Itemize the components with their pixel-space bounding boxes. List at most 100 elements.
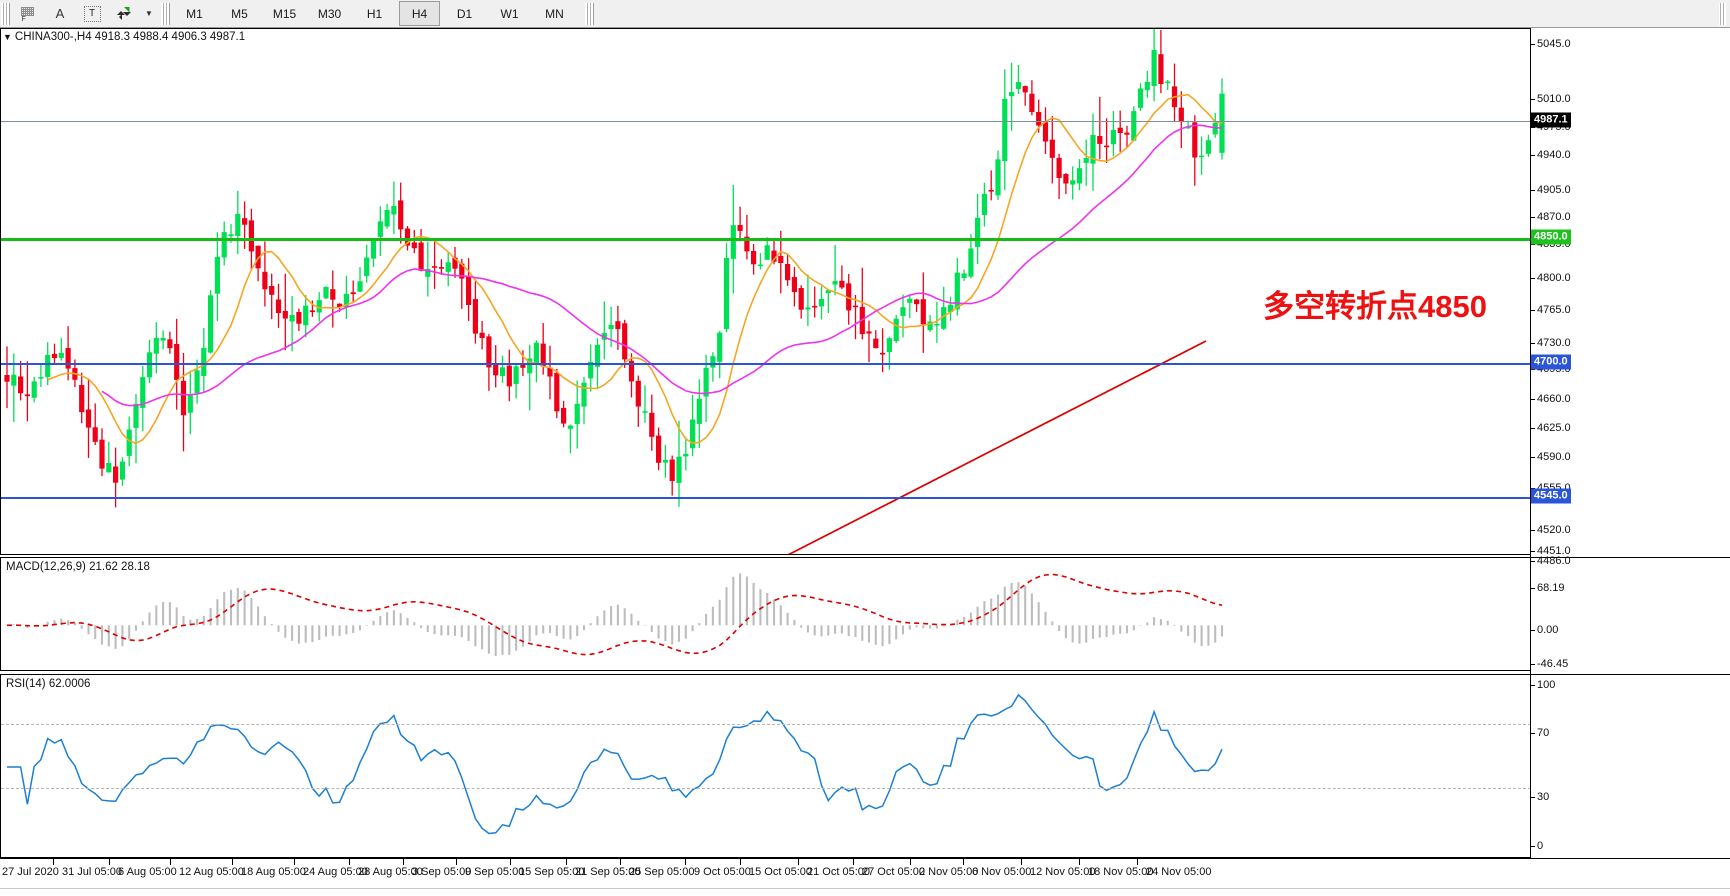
time-axis-tick: 31 Jul 05:00: [53, 858, 122, 878]
timeframe-m1[interactable]: M1: [186, 6, 203, 21]
toolbar-grip-3[interactable]: [585, 2, 594, 25]
last-price-line: [1, 121, 1530, 122]
objects-arrows-icon-glyph: [116, 6, 133, 21]
price-tick: 4765.0: [1531, 304, 1571, 316]
timeframe-d1[interactable]: D1: [456, 6, 473, 21]
time-axis-tick-label: 21 Oct 05:00: [807, 866, 870, 878]
timeframe-m30[interactable]: M30: [317, 6, 342, 21]
last-price-badge: 4987.1: [1531, 112, 1571, 128]
rsi-svg: [7, 693, 1223, 835]
time-axis-tick-mark: [685, 858, 686, 865]
time-axis-tick: 6 Aug 05:00: [109, 858, 177, 878]
symbol-header[interactable]: ▼ CHINA300-,H4 4918.3 4988.4 4906.3 4987.…: [3, 31, 245, 43]
price-tick: 4520.0: [1531, 524, 1571, 536]
time-axis-tick-label: 6 Aug 05:00: [118, 866, 177, 878]
text-label-t-icon[interactable]: T: [77, 1, 107, 26]
price-tick: 4870.0: [1531, 211, 1571, 223]
text-label-t-icon-glyph: T: [83, 5, 101, 22]
time-axis-tick-label: 24 Aug 05:00: [303, 866, 368, 878]
time-axis-tick-label: 9 Sep 05:00: [465, 866, 525, 878]
price-tick: 4590.0: [1531, 451, 1571, 463]
level-line-4850: [1, 238, 1530, 241]
time-axis-tick-label: 27 Oct 05:00: [862, 866, 925, 878]
price-tick: 4660.0: [1531, 393, 1571, 405]
objects-dropdown-caret[interactable]: ▼: [141, 1, 159, 26]
macd-label: MACD(12,26,9) 21.62 28.18: [6, 561, 150, 573]
price-tick: 4730.0: [1531, 337, 1571, 349]
price-chart-pane[interactable]: 多空转折点4850: [0, 28, 1530, 555]
green-level-badge: 4850.0: [1531, 229, 1571, 245]
text-a-icon-glyph: A: [55, 6, 65, 21]
time-axis-tick-mark: [1021, 858, 1022, 865]
price-axis[interactable]: 5045.0 5010.0 4975.0 4940.0 4905.0 4870.…: [1530, 28, 1730, 859]
time-axis-tick-mark: [853, 858, 854, 865]
rsi-line: [7, 693, 1223, 835]
rsi-axis-tick: 0: [1530, 840, 1544, 852]
timeframe-m5[interactable]: M5: [231, 6, 248, 21]
time-axis-tick-mark: [740, 858, 741, 865]
time-axis-bottom-border: [0, 888, 1730, 889]
level-line-4545: [1, 497, 1530, 499]
time-axis-tick-label: 25 Sep 05:00: [629, 866, 695, 878]
time-axis-tick: 25 Sep 05:00: [620, 858, 695, 878]
price-tick: 4625.0: [1531, 422, 1571, 434]
price-tick: 4486.0: [1531, 555, 1571, 567]
time-axis-tick: 24 Nov 05:00: [1137, 858, 1212, 878]
axis-divider-1: [1531, 557, 1730, 558]
time-axis-tick: 9 Sep 05:00: [456, 858, 525, 878]
time-axis-tick-label: 6 Nov 05:00: [972, 866, 1032, 878]
toolbar-grip-2[interactable]: [161, 2, 170, 25]
time-axis-tick: 12 Nov 05:00: [1021, 858, 1095, 878]
time-axis-tick-mark: [963, 858, 964, 865]
time-axis-tick-mark: [170, 858, 171, 865]
time-axis-tick: 2 Nov 05:00: [910, 858, 979, 878]
time-axis-tick: 12 Aug 05:00: [170, 858, 244, 878]
time-axis-tick-label: 31 Jul 05:00: [62, 866, 122, 878]
time-axis-tick-label: 9 Oct 05:00: [694, 866, 751, 878]
timeframe-m15[interactable]: M15: [272, 6, 297, 21]
rsi-level-70-line: [1, 724, 1530, 725]
crosshair-f-icon-glyph: F: [20, 7, 36, 23]
annotation-text: 多空转折点4850: [1263, 289, 1487, 324]
chevron-down-icon-symbol[interactable]: ▼: [3, 32, 12, 42]
time-axis-tick-mark: [403, 858, 404, 865]
timeframe-w1[interactable]: W1: [500, 6, 519, 21]
candlestick-svg: [4, 29, 1225, 554]
time-axis-tick: 18 Aug 05:00: [232, 858, 306, 878]
toolbar-grip-1[interactable]: [1, 2, 10, 25]
time-axis-tick-mark: [109, 858, 110, 865]
time-axis-tick-mark: [232, 858, 233, 865]
ma-fast-line: [47, 93, 1223, 445]
time-axis-tick: 9 Oct 05:00: [685, 858, 751, 878]
toolbar: F A T ▼ M1 M5 M15 M30 H1 H4 D1 W1 MN: [0, 0, 1730, 28]
ma-slow-line: [101, 124, 1223, 407]
time-axis-tick-mark: [510, 858, 511, 865]
time-axis-tick-label: 3 Sep 05:00: [412, 866, 472, 878]
price-tick: 4905.0: [1531, 184, 1571, 196]
time-axis-tick: 15 Sep 05:00: [510, 858, 584, 878]
time-axis-tick: 15 Oct 05:00: [740, 858, 812, 878]
time-axis-tick-mark: [349, 858, 350, 865]
time-axis-tick-label: 12 Aug 05:00: [179, 866, 244, 878]
time-axis-tick-label: 24 Nov 05:00: [1146, 866, 1212, 878]
time-axis-tick-mark: [53, 858, 54, 865]
text-a-icon[interactable]: A: [45, 1, 75, 26]
rsi-pane[interactable]: RSI(14) 62.0006: [0, 674, 1530, 858]
crosshair-f-icon[interactable]: F: [13, 1, 43, 26]
blue-level-badge-upper: 4700.0: [1531, 354, 1571, 370]
time-axis-tick-label: 2 Nov 05:00: [919, 866, 979, 878]
timeframe-mn[interactable]: MN: [545, 6, 564, 21]
macd-pane[interactable]: MACD(12,26,9) 21.62 28.18: [0, 557, 1530, 671]
timeframe-h4[interactable]: H4: [399, 1, 440, 26]
objects-arrows-icon[interactable]: [109, 1, 139, 26]
time-axis-tick: 18 Nov 05:00: [1079, 858, 1154, 878]
time-axis-tick: 6 Nov 05:00: [963, 858, 1032, 878]
timeframe-h1[interactable]: H1: [366, 6, 383, 21]
time-axis-tick-label: 18 Nov 05:00: [1088, 866, 1154, 878]
macd-histogram: [12, 573, 1224, 657]
price-tick: 4800.0: [1531, 272, 1571, 284]
time-axis-tick: 27 Oct 05:00: [853, 858, 925, 878]
time-axis[interactable]: 27 Jul 2020 31 Jul 05:00 6 Aug 05:00 12 Aug…: [0, 858, 1730, 896]
toolbar-grip-4[interactable]: [1719, 2, 1726, 25]
